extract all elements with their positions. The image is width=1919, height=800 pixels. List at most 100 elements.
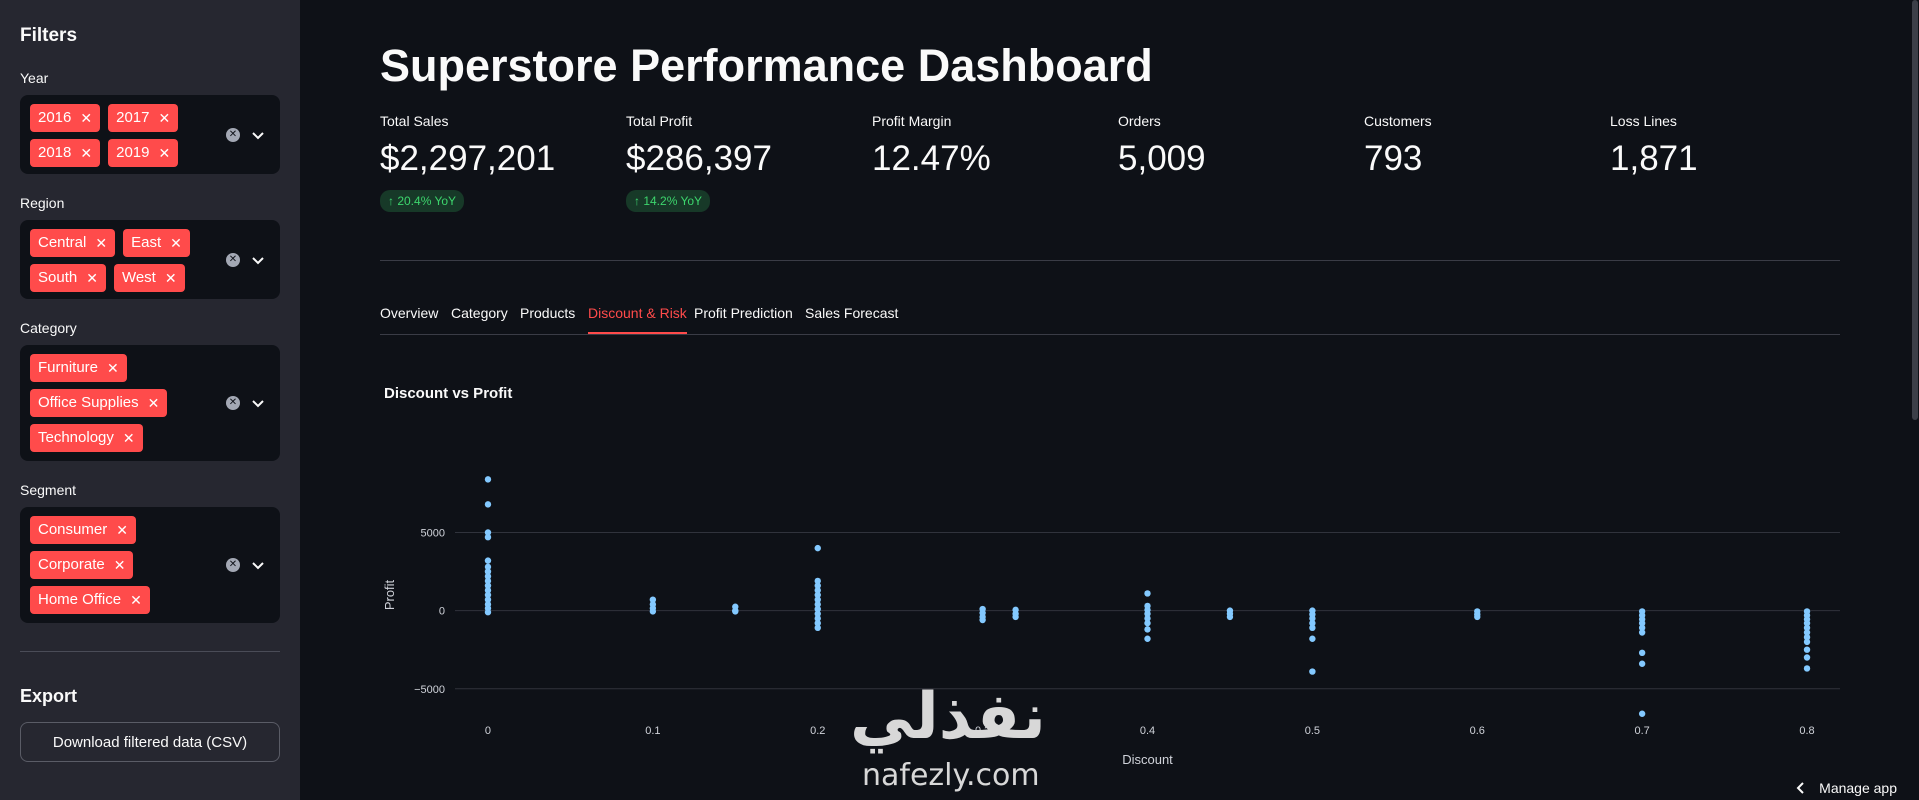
metric-label: Orders [1118, 113, 1161, 129]
chip-label: Technology [38, 429, 114, 446]
clear-all-icon[interactable]: ✕ [226, 252, 240, 267]
remove-chip-icon[interactable]: ✕ [86, 270, 98, 286]
filter-label: Category [20, 320, 77, 336]
chip: Home Office ✕ [30, 586, 150, 614]
tab-bar: Overview Category Products Discount & Ri… [380, 292, 1840, 335]
remove-chip-icon[interactable]: ✕ [170, 235, 182, 251]
year-multiselect[interactable]: 2016 ✕ 2017 ✕ 2018 ✕ 2019 ✕ ✕ [20, 95, 280, 174]
remove-chip-icon[interactable]: ✕ [95, 235, 108, 251]
scatter-point [484, 557, 492, 564]
x-tick-label: 0.4 [1140, 725, 1155, 737]
scatter-point [1638, 624, 1646, 632]
metric-value: 12.47% [872, 139, 991, 178]
remove-chip-icon[interactable]: ✕ [158, 145, 171, 161]
tab-sales-forecast[interactable]: Sales Forecast [805, 305, 899, 321]
scatter-point [1638, 619, 1646, 627]
tab-discount-risk[interactable]: Discount & Risk [588, 292, 687, 334]
filter-label: Year [20, 70, 49, 86]
scatter-point [1309, 624, 1316, 632]
scatter-point [814, 619, 821, 627]
tab-profit-prediction[interactable]: Profit Prediction [694, 305, 793, 321]
watermark-logo: نفذلي nafezly.com [850, 680, 1070, 800]
chip-label: 2017 [116, 109, 150, 126]
chevron-down-icon[interactable] [250, 557, 266, 573]
x-tick-label: 0.6 [1470, 725, 1485, 737]
scatter-point [1144, 590, 1151, 597]
main-content: Superstore Performance Dashboard Total S… [380, 0, 1840, 800]
scatter-point [484, 582, 492, 589]
remove-chip-icon[interactable]: ✕ [113, 557, 126, 573]
section-divider [380, 260, 1840, 261]
scatter-point [484, 573, 492, 580]
chip-label: South [38, 269, 78, 286]
y-tick-label: 5000 [421, 528, 445, 540]
tab-products[interactable]: Products [520, 305, 576, 321]
clear-all-icon[interactable]: ✕ [226, 396, 240, 410]
scatter-point [1803, 665, 1811, 672]
scatter-point [814, 601, 821, 608]
chart-title: Discount vs Profit [384, 385, 513, 402]
chip-label: Consumer [38, 521, 108, 538]
metric-label: Total Sales [380, 113, 449, 129]
scatter-point [1309, 619, 1316, 627]
tab-overview[interactable]: Overview [380, 305, 439, 321]
clear-all-icon[interactable]: ✕ [226, 558, 240, 572]
x-tick-label: 0.7 [1634, 725, 1649, 737]
scatter-point [484, 563, 492, 571]
scatter-point [1638, 629, 1646, 636]
remove-chip-icon[interactable]: ✕ [107, 360, 119, 376]
chip-label: East [131, 234, 162, 251]
tab-category[interactable]: Category [451, 305, 508, 321]
clear-all-icon[interactable]: ✕ [226, 127, 240, 142]
filter-year: Year 2016 ✕ 2017 ✕ 2018 ✕ 2019 ✕ ✕ [20, 69, 280, 174]
chip: South ✕ [30, 264, 106, 292]
region-multiselect[interactable]: Central ✕ East ✕ South ✕ West ✕ ✕ [20, 220, 280, 299]
x-tick-label: 0.1 [645, 725, 660, 737]
chip: 2016 ✕ [30, 104, 101, 132]
scatter-point [1638, 649, 1646, 657]
chevron-down-icon[interactable] [250, 127, 266, 143]
scatter-point [1638, 710, 1646, 717]
remove-chip-icon[interactable]: ✕ [122, 430, 135, 446]
scatter-point [1309, 615, 1316, 622]
remove-chip-icon[interactable]: ✕ [158, 110, 171, 126]
category-multiselect[interactable]: Furniture ✕ Office Supplies ✕ Technology ✕ … [20, 345, 280, 461]
scatter-point [1803, 624, 1811, 632]
export-title: Export [20, 686, 78, 706]
chip-label: 2018 [38, 144, 72, 161]
scatter-point [814, 605, 821, 613]
scatter-point [1803, 638, 1811, 646]
scatter-point [1309, 635, 1316, 642]
metric-label: Loss Lines [1610, 113, 1677, 129]
chip: West ✕ [113, 264, 185, 292]
chevron-down-icon[interactable] [250, 252, 266, 268]
chip: 2019 ✕ [108, 139, 179, 167]
chip-label: Office Supplies [38, 394, 139, 411]
remove-chip-icon[interactable]: ✕ [147, 395, 160, 411]
scrollbar-thumb[interactable] [1912, 0, 1918, 420]
scatter-point [1144, 626, 1151, 633]
manage-app-button[interactable]: Manage app [1795, 780, 1897, 796]
metric-value: 793 [1364, 139, 1423, 178]
chevron-down-icon[interactable] [250, 395, 266, 411]
remove-chip-icon[interactable]: ✕ [164, 270, 177, 286]
scatter-point [649, 596, 657, 603]
remove-chip-icon[interactable]: ✕ [80, 110, 93, 126]
metric-label: Customers [1364, 113, 1432, 129]
metric-total-profit: Total Profit $286,397 ↑ 14.2% YoY [626, 112, 866, 212]
chip-label: West [121, 269, 156, 286]
chip: Office Supplies ✕ [30, 389, 168, 417]
y-tick-label: 0 [439, 606, 445, 618]
remove-chip-icon[interactable]: ✕ [130, 592, 142, 608]
scatter-point [979, 616, 986, 624]
y-tick-label: −5000 [414, 684, 445, 696]
filter-label: Segment [20, 482, 77, 498]
remove-chip-icon[interactable]: ✕ [80, 145, 93, 161]
download-csv-button[interactable]: Download filtered data (CSV) [20, 722, 280, 762]
scatter-point [814, 587, 821, 594]
remove-chip-icon[interactable]: ✕ [116, 522, 128, 538]
page-title: Superstore Performance Dashboard [380, 40, 1153, 91]
scrollbar[interactable] [1911, 0, 1919, 800]
metric-value: 1,871 [1610, 139, 1698, 178]
segment-multiselect[interactable]: Consumer ✕ Corporate ✕ Home Office ✕ ✕ [20, 507, 280, 623]
